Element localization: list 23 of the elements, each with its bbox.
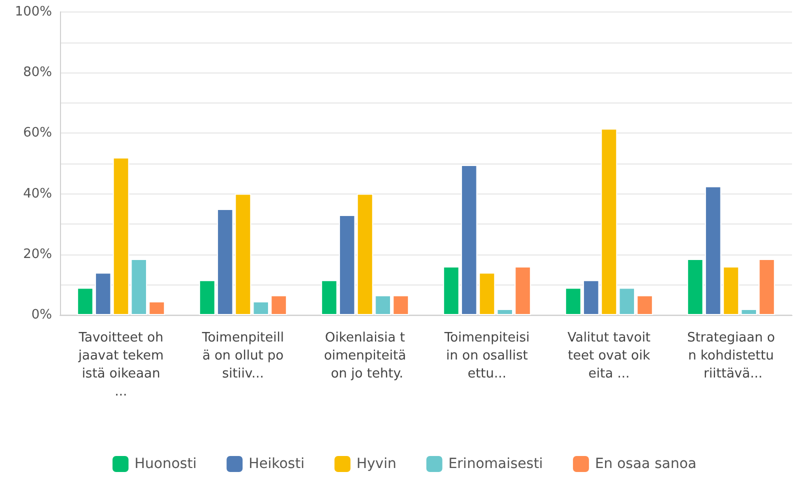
bar (722, 266, 740, 315)
legend-label: Heikosti (248, 456, 304, 472)
y-tick-label: 40% (23, 186, 52, 202)
legend-label: Erinomaisesti (448, 456, 543, 472)
bar (112, 157, 130, 315)
y-tick-label: 100% (14, 4, 52, 20)
y-tick-label: 20% (23, 246, 52, 262)
bar (478, 272, 496, 315)
bar (234, 194, 252, 315)
y-tick-label: 60% (23, 126, 52, 141)
legend-label: Hyvin (356, 456, 396, 472)
legend-label: En osaa sanoa (594, 456, 696, 472)
bar (600, 128, 618, 315)
y-tick-label: 80% (23, 65, 52, 80)
bar (356, 194, 374, 315)
x-tick-label: Tavoitteet ohjaavat tekemistä oikeaan... (77, 330, 164, 400)
y-tick-label: 0% (31, 308, 52, 322)
x-tick-label: Toimenpiteisiin on osallistettu... (443, 330, 530, 382)
x-tick-label: Oikenlaisia toimenpiteitä on jo tehty. (324, 330, 406, 382)
x-tick-label: Valitut tavoitteet ovat oikeita ... (567, 330, 651, 382)
x-tick-label: Toimenpiteillä on ollut positiiv... (201, 330, 284, 382)
legend-label: Huonosti (134, 456, 197, 472)
x-tick-label: Strategiaan on kohdistettu riittävä... (687, 330, 775, 382)
